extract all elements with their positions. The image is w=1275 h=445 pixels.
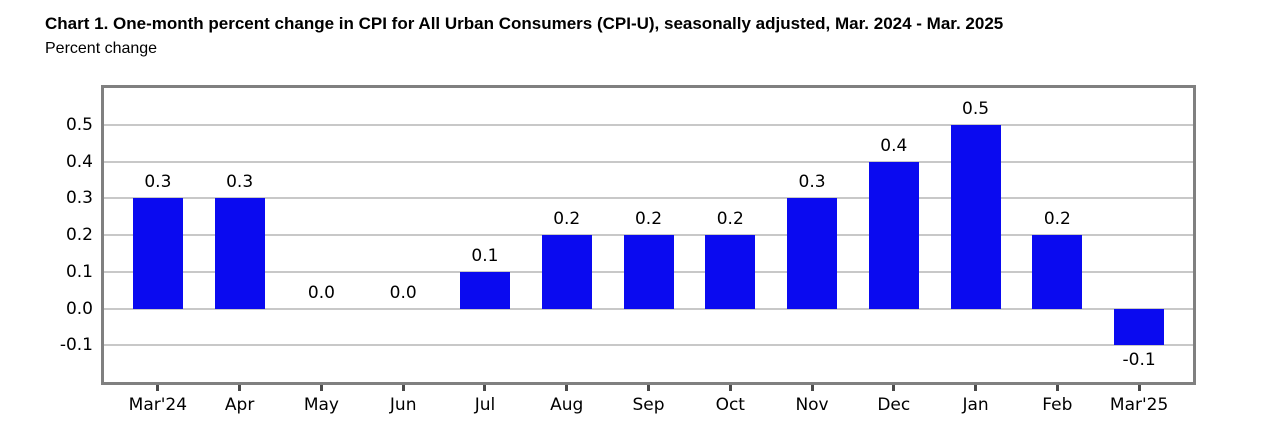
bar-value-label: 0.0 <box>389 282 417 303</box>
x-tick-mark <box>892 385 896 391</box>
y-tick-label: 0.2 <box>65 225 93 245</box>
x-tick-label-oct: Oct <box>715 395 745 415</box>
x-tick-mark <box>974 385 978 391</box>
bar-dec <box>868 161 919 309</box>
bar-oct <box>705 235 756 309</box>
x-tick-mark <box>156 385 160 391</box>
x-tick-label-feb: Feb <box>1042 395 1073 415</box>
x-tick-mark <box>483 385 487 391</box>
y-axis-unit-label: Percent change <box>45 40 158 57</box>
x-tick-label-dec: Dec <box>877 395 911 415</box>
bar-jul <box>459 271 510 309</box>
x-tick-mark <box>565 385 569 391</box>
x-tick-label-aug: Aug <box>550 395 584 415</box>
gridline <box>104 123 1193 126</box>
x-tick-mark <box>1055 385 1059 391</box>
bar-feb <box>1032 235 1083 309</box>
y-tick-label: -0.1 <box>59 335 93 356</box>
bar-value-label: 0.2 <box>1043 209 1071 229</box>
x-tick-label-jan: Jan <box>962 395 989 415</box>
x-axis: Mar'24 Apr May Jun Jul Aug Sep Oct Nov Dec Jan Feb M… <box>104 385 1193 440</box>
bar-value-label: 0.1 <box>471 245 499 266</box>
x-tick-label-apr: Apr <box>224 395 255 415</box>
bar-mar25 <box>1114 308 1165 346</box>
x-tick-mark <box>810 385 814 391</box>
chart-title: Chart 1. One-month percent change in CPI… <box>45 14 1004 33</box>
x-tick-label-mar24: Mar'24 <box>128 395 188 415</box>
x-tick-mark <box>647 385 650 391</box>
x-tick-label-jul: Jul <box>474 395 496 415</box>
bar-value-label: 0.3 <box>144 172 172 193</box>
y-axis: 0.5 0.4 0.3 0.2 0.1 0.0 -0.1 <box>0 85 93 385</box>
x-tick-label-may: May <box>303 395 339 415</box>
x-tick-mark <box>401 385 405 391</box>
bar-value-label: -0.1 <box>1122 350 1156 371</box>
y-tick-label: 0.3 <box>65 188 93 209</box>
x-tick-mark <box>728 385 732 391</box>
x-tick-mark <box>238 385 242 391</box>
bar-sep <box>623 235 674 309</box>
bar-value-label: 0.0 <box>307 282 335 303</box>
gridline <box>104 344 1193 347</box>
y-tick-label: 0.1 <box>65 261 93 282</box>
x-tick-label-sep: Sep <box>632 395 665 415</box>
gridline <box>104 197 1193 200</box>
x-tick-label-jun: Jun <box>389 395 417 415</box>
plot-area: 0.3 0.3 0.0 0.0 0.1 0.2 0.2 0.2 0.3 0.4 0.5 0.2 -0.1 <box>101 85 1196 385</box>
bar-value-label: 0.2 <box>634 209 663 229</box>
bar-nov <box>787 198 838 309</box>
y-tick-label: 0.0 <box>65 298 93 319</box>
gridline <box>104 307 1193 310</box>
bar-apr <box>214 198 265 309</box>
x-tick-mark <box>319 385 323 391</box>
bar-value-label: 0.2 <box>716 209 744 229</box>
gridline <box>104 160 1193 163</box>
x-tick-label-nov: Nov <box>795 395 829 415</box>
bar-value-label: 0.3 <box>798 172 826 193</box>
x-tick-mark <box>1137 385 1141 391</box>
bar-aug <box>541 235 592 309</box>
bar-value-label: 0.4 <box>880 135 908 156</box>
y-tick-label: 0.5 <box>65 114 93 135</box>
bar-jan <box>950 124 1001 309</box>
x-tick-label-mar25: Mar'25 <box>1109 395 1169 415</box>
bar-value-label: 0.2 <box>553 209 581 229</box>
bar-value-label: 0.3 <box>226 172 254 193</box>
y-tick-label: 0.4 <box>65 151 93 172</box>
bar-value-label: 0.5 <box>962 98 990 119</box>
bar-mar24 <box>132 198 183 309</box>
